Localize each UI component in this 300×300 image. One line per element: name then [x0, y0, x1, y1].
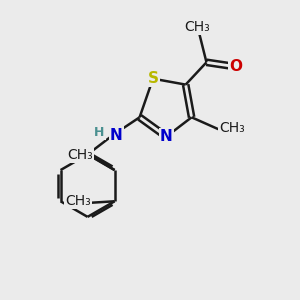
Text: CH₃: CH₃ — [185, 20, 210, 34]
Text: H: H — [94, 126, 105, 139]
Text: N: N — [110, 128, 123, 142]
Text: CH₃: CH₃ — [219, 121, 244, 135]
Text: CH₃: CH₃ — [67, 148, 93, 162]
Text: N: N — [160, 129, 173, 144]
Text: S: S — [148, 71, 158, 86]
Text: O: O — [230, 59, 243, 74]
Text: CH₃: CH₃ — [65, 194, 91, 208]
